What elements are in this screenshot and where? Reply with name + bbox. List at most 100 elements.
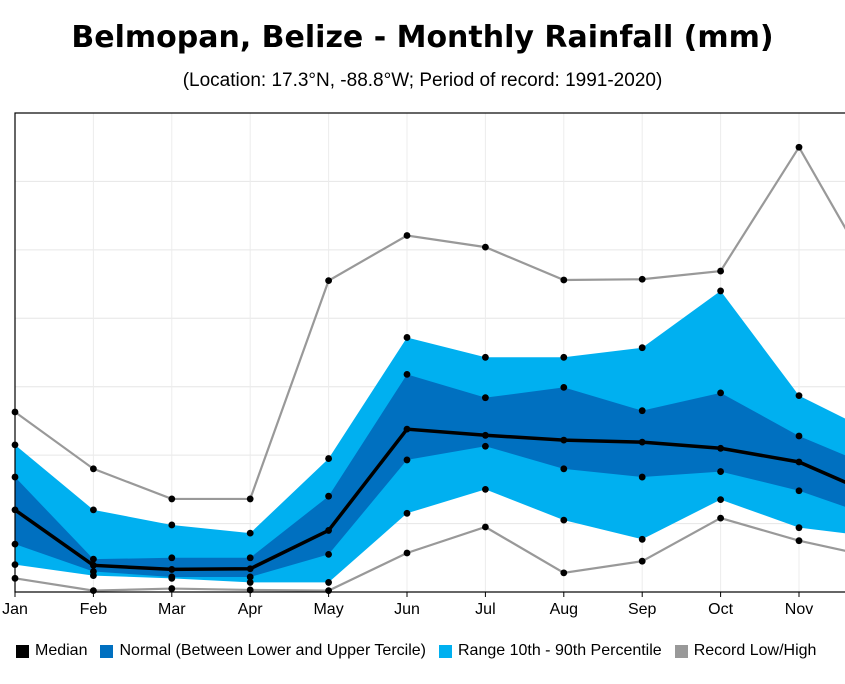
- median-point: [325, 527, 332, 534]
- legend-label-median: Median: [35, 642, 88, 659]
- legend-item-range: Range 10th - 90th Percentile: [439, 642, 662, 660]
- legend-label-normal: Normal (Between Lower and Upper Tercile): [119, 642, 426, 659]
- normal-between-lower-and-upper-tercile-upper-point: [168, 554, 176, 562]
- legend: Median Normal (Between Lower and Upper T…: [16, 642, 829, 660]
- x-tick-label-jul: Jul: [475, 601, 495, 618]
- record-low-high-upper-point: [325, 277, 332, 285]
- range-10th-90th-percentile-upper-point: [638, 344, 646, 352]
- record-low-high-lower-point: [795, 537, 803, 545]
- data-points: [11, 143, 803, 595]
- chart-title: Belmopan, Belize - Monthly Rainfall (mm): [71, 20, 774, 55]
- record-low-high-upper-point: [403, 232, 411, 239]
- range-10th-90th-percentile-upper-point: [482, 353, 489, 361]
- record-low-high-upper-point: [482, 243, 489, 251]
- record-low-high-lower-point: [638, 557, 646, 565]
- median-point: [90, 561, 97, 569]
- x-tick-label-nov: Nov: [785, 601, 813, 618]
- x-tick-label-sep: Sep: [628, 601, 657, 618]
- x-tick-label-feb: Feb: [80, 601, 108, 618]
- normal-between-lower-and-upper-tercile-upper-point: [795, 432, 803, 440]
- x-tick-label-jun: Jun: [394, 601, 420, 618]
- normal-between-lower-and-upper-tercile-lower-point: [325, 550, 332, 558]
- chart-subtitle: (Location: 17.3°N, -88.8°W; Period of re…: [182, 70, 663, 91]
- record-low-high-lower-point: [482, 523, 489, 531]
- legend-swatch-record: [674, 644, 688, 658]
- normal-between-lower-and-upper-tercile-upper-point: [90, 555, 97, 563]
- normal-between-lower-and-upper-tercile-lower-point: [403, 456, 411, 464]
- median-point: [717, 444, 724, 452]
- range-10th-90th-percentile-upper-point: [168, 521, 176, 529]
- range-10th-90th-percentile-lower-point: [325, 579, 332, 586]
- x-tick-label-may: May: [313, 601, 343, 618]
- legend-label-range: Range 10th - 90th Percentile: [458, 642, 662, 659]
- x-axis-ticks: JanFebMarAprMayJunJulAugSepOctNovDec: [2, 592, 813, 618]
- normal-between-lower-and-upper-tercile-lower-point: [482, 442, 489, 450]
- range-10th-90th-percentile-upper-point: [246, 529, 254, 537]
- range-10th-90th-percentile-upper-point: [717, 287, 724, 295]
- normal-between-lower-and-upper-tercile-upper-point: [246, 554, 254, 562]
- normal-between-lower-and-upper-tercile-lower-point: [560, 465, 568, 473]
- median-point: [560, 436, 568, 444]
- record-low-high-upper-point: [717, 267, 724, 275]
- record-low-line: [14, 516, 845, 592]
- normal-between-lower-and-upper-tercile-lower-point: [717, 468, 724, 475]
- x-tick-label-jan: Jan: [2, 601, 28, 618]
- range-10th-90th-percentile-lower-point: [482, 485, 489, 493]
- normal-between-lower-and-upper-tercile-upper-point: [403, 370, 411, 378]
- normal-between-lower-and-upper-tercile-upper-point: [638, 407, 646, 415]
- record-low-high-lower-point: [403, 549, 411, 557]
- band-normal-between-lower-and-upper-tercile: [15, 374, 845, 577]
- record-low-high-upper-point: [795, 143, 803, 151]
- median-line: [13, 427, 845, 572]
- legend-swatch-range: [439, 644, 452, 658]
- normal-between-lower-and-upper-tercile-upper-point: [560, 383, 568, 391]
- range-10th-90th-percentile-lower-point: [403, 509, 411, 517]
- normal-between-lower-and-upper-tercile-upper-point: [717, 389, 724, 397]
- normal-between-lower-and-upper-tercile-upper-point: [482, 394, 489, 402]
- median-point: [482, 431, 489, 439]
- range-10th-90th-percentile-upper-point: [560, 353, 568, 361]
- x-tick-label-aug: Aug: [550, 601, 578, 618]
- record-low-high-lower-point: [168, 585, 176, 592]
- normal-between-lower-and-upper-tercile-lower-point: [795, 487, 803, 495]
- range-10th-90th-percentile-lower-point: [246, 579, 254, 586]
- legend-swatch-normal: [100, 644, 114, 658]
- record-low-high-upper-point: [560, 276, 568, 284]
- legend-item-record: Record Low/High: [674, 642, 817, 660]
- plot-frame: [14, 112, 845, 593]
- legend-item-median: Median: [16, 642, 87, 660]
- median-point: [795, 458, 803, 466]
- range-10th-90th-percentile-lower-point: [717, 496, 724, 504]
- record-low-high-upper-point: [168, 495, 176, 503]
- range-10th-90th-percentile-upper-point: [90, 506, 97, 514]
- range-10th-90th-percentile-lower-point: [168, 574, 176, 582]
- record-low-high-lower-point: [560, 569, 568, 577]
- range-10th-90th-percentile-lower-point: [795, 524, 803, 532]
- normal-between-lower-and-upper-tercile-lower-point: [638, 473, 646, 481]
- normal-between-lower-and-upper-tercile-upper-point: [325, 492, 332, 500]
- x-tick-label-mar: Mar: [158, 601, 186, 618]
- record-low-high-upper-point: [246, 495, 254, 503]
- median-point: [168, 566, 176, 573]
- record-high-line: [14, 145, 845, 501]
- record-low-high-upper-point: [90, 465, 97, 473]
- legend-label-record: Record Low/High: [693, 642, 817, 659]
- range-10th-90th-percentile-lower-point: [560, 516, 568, 524]
- legend-item-normal: Normal (Between Lower and Upper Tercile): [100, 642, 426, 660]
- x-tick-label-apr: Apr: [238, 601, 264, 618]
- range-10th-90th-percentile-upper-point: [795, 392, 803, 400]
- record-low-high-lower-point: [717, 514, 724, 522]
- normal-between-lower-and-upper-tercile-lower-point: [246, 573, 254, 581]
- median-point: [246, 565, 254, 573]
- range-10th-90th-percentile-lower-point: [638, 535, 646, 543]
- x-tick-label-oct: Oct: [708, 601, 733, 618]
- series-lines: [13, 145, 845, 592]
- range-10th-90th-percentile-upper-point: [403, 334, 411, 341]
- record-low-high-upper-point: [638, 275, 646, 283]
- median-point: [638, 438, 646, 446]
- bands: [15, 290, 845, 583]
- range-10th-90th-percentile-upper-point: [325, 455, 332, 462]
- legend-swatch-median: [16, 644, 29, 658]
- range-10th-90th-percentile-lower-point: [90, 572, 97, 579]
